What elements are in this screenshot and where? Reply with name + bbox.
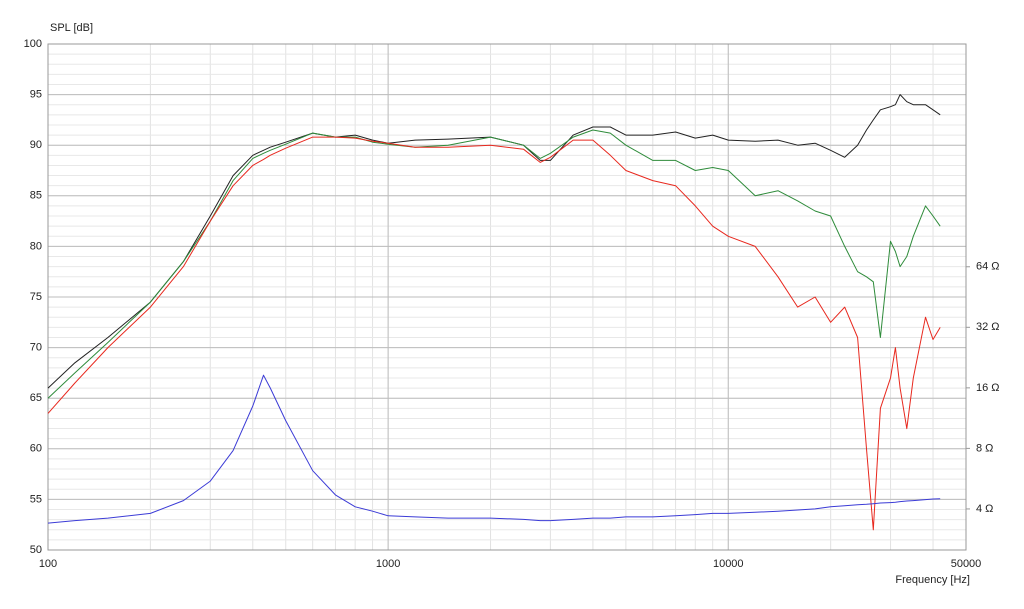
y-tick-label: 100 <box>24 38 42 50</box>
y-tick-label: 55 <box>30 493 42 505</box>
y-tick-label: 75 <box>30 291 42 303</box>
y-tick-label: 60 <box>30 443 42 455</box>
plot-frame <box>47 43 967 551</box>
series-line <box>47 374 941 524</box>
y2-tick-label: 64 Ω <box>976 261 1000 273</box>
y2-tick-label: 32 Ω <box>976 321 1000 333</box>
y-axis-label: SPL [dB] <box>50 22 93 34</box>
y-tick-label: 65 <box>30 392 42 404</box>
y2-tick-label: 8 Ω <box>976 442 993 454</box>
y-tick-label: 70 <box>30 342 42 354</box>
x-tick-label: 1000 <box>376 558 400 570</box>
y-tick-label: 85 <box>30 190 42 202</box>
y2-tick-label: 16 Ω <box>976 382 1000 394</box>
y-tick-label: 80 <box>30 240 42 252</box>
y-tick-label: 95 <box>30 89 42 101</box>
series-line <box>47 129 941 399</box>
x-tick-label: 50000 <box>951 558 982 570</box>
y-tick-label: 50 <box>30 544 42 556</box>
x-axis-label: Frequency [Hz] <box>895 574 970 586</box>
y2-tick-label: 4 Ω <box>976 503 993 515</box>
series-line <box>47 136 941 531</box>
x-tick-label: 10000 <box>713 558 744 570</box>
x-tick-label: 100 <box>39 558 57 570</box>
y-tick-label: 90 <box>30 139 42 151</box>
series-line <box>47 94 941 389</box>
